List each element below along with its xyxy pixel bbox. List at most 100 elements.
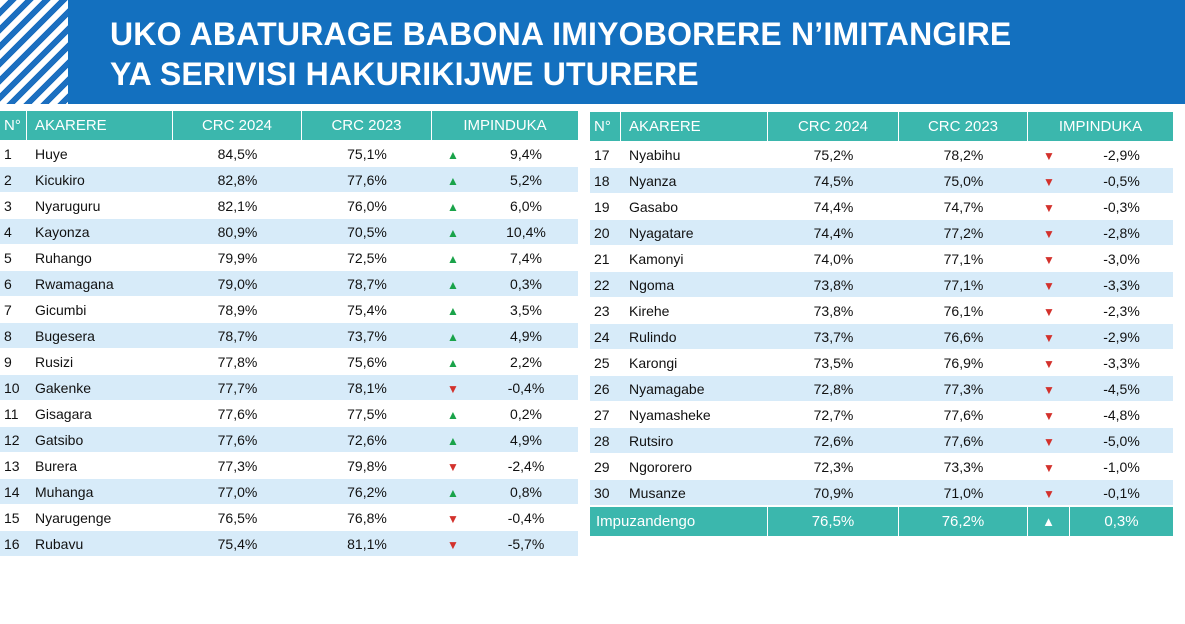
trend-cell: ▼	[432, 504, 474, 530]
col-header-change: IMPINDUKA	[432, 111, 578, 140]
chevron-down-icon: ▼	[1043, 226, 1055, 241]
crc2024-value: 72,8%	[768, 375, 899, 401]
trend-cell: ▼	[1028, 297, 1070, 323]
table-row: 17 Nyabihu 75,2% 78,2% ▼ -2,9%	[590, 141, 1173, 167]
crc2024-value: 75,4%	[173, 530, 302, 556]
table-row: 7 Gicumbi 78,9% 75,4% ▲ 3,5%	[0, 296, 578, 322]
crc2024-value: 74,4%	[768, 193, 899, 219]
row-number: 25	[590, 349, 621, 375]
chevron-down-icon: ▼	[447, 537, 459, 552]
crc2024-value: 78,7%	[173, 322, 302, 348]
row-number: 5	[0, 244, 27, 270]
row-number: 22	[590, 271, 621, 297]
average-crc2023: 76,2%	[899, 505, 1028, 536]
row-number: 19	[590, 193, 621, 219]
change-value: -2,4%	[474, 452, 578, 478]
row-number: 8	[0, 322, 27, 348]
district-name: Burera	[27, 452, 173, 478]
row-number: 7	[0, 296, 27, 322]
col-header-change: IMPINDUKA	[1028, 112, 1173, 141]
change-value: -0,4%	[474, 374, 578, 400]
trend-cell: ▼	[1028, 479, 1070, 505]
change-value: -0,5%	[1070, 167, 1173, 193]
crc2024-value: 77,8%	[173, 348, 302, 374]
crc2023-value: 76,9%	[899, 349, 1028, 375]
change-value: 0,3%	[474, 270, 578, 296]
districts-table-right: N° AKARERE CRC 2024 CRC 2023 IMPINDUKA 1…	[590, 112, 1173, 536]
triangle-up-icon: ▲	[447, 355, 459, 370]
trend-cell: ▲	[432, 400, 474, 426]
col-header-no: N°	[590, 112, 621, 141]
table-row: 8 Bugesera 78,7% 73,7% ▲ 4,9%	[0, 322, 578, 348]
trend-cell: ▼	[1028, 141, 1070, 167]
table-row: 28 Rutsiro 72,6% 77,6% ▼ -5,0%	[590, 427, 1173, 453]
average-crc2024: 76,5%	[768, 505, 899, 536]
row-number: 23	[590, 297, 621, 323]
crc2023-value: 77,5%	[302, 400, 432, 426]
district-name: Ngororero	[621, 453, 768, 479]
crc2024-value: 78,9%	[173, 296, 302, 322]
table-row: 24 Rulindo 73,7% 76,6% ▼ -2,9%	[590, 323, 1173, 349]
chevron-down-icon: ▼	[1043, 434, 1055, 449]
triangle-up-icon: ▲	[447, 147, 459, 162]
crc2023-value: 78,2%	[899, 141, 1028, 167]
crc2023-value: 76,8%	[302, 504, 432, 530]
crc2024-value: 82,1%	[173, 192, 302, 218]
trend-cell: ▼	[1028, 401, 1070, 427]
row-number: 4	[0, 218, 27, 244]
chevron-down-icon: ▼	[1043, 200, 1055, 215]
col-header-crc2023: CRC 2023	[899, 112, 1028, 141]
row-number: 2	[0, 166, 27, 192]
change-value: -2,8%	[1070, 219, 1173, 245]
triangle-up-icon: ▲	[1042, 514, 1055, 529]
crc2024-value: 72,3%	[768, 453, 899, 479]
district-name: Kamonyi	[621, 245, 768, 271]
trend-cell: ▲	[432, 140, 474, 166]
chevron-down-icon: ▼	[1043, 330, 1055, 345]
change-value: -2,9%	[1070, 323, 1173, 349]
table-row: 11 Gisagara 77,6% 77,5% ▲ 0,2%	[0, 400, 578, 426]
trend-cell: ▼	[1028, 193, 1070, 219]
district-name: Nyaruguru	[27, 192, 173, 218]
trend-cell: ▼	[1028, 167, 1070, 193]
change-value: 0,2%	[474, 400, 578, 426]
crc2024-value: 84,5%	[173, 140, 302, 166]
average-change: 0,3%	[1070, 505, 1173, 536]
change-value: 4,9%	[474, 426, 578, 452]
district-name: Gisagara	[27, 400, 173, 426]
title-banner: UKO ABATURAGE BABONA IMIYOBORERE N’IMITA…	[68, 0, 1185, 104]
title-line-2: YA SERIVISI HAKURIKIJWE UTURERE	[110, 56, 699, 92]
crc2023-value: 75,1%	[302, 140, 432, 166]
chevron-down-icon: ▼	[447, 381, 459, 396]
change-value: -2,3%	[1070, 297, 1173, 323]
triangle-up-icon: ▲	[447, 251, 459, 266]
crc2024-value: 77,6%	[173, 400, 302, 426]
triangle-up-icon: ▲	[447, 485, 459, 500]
change-value: -4,5%	[1070, 375, 1173, 401]
trend-cell: ▼	[1028, 219, 1070, 245]
district-name: Kayonza	[27, 218, 173, 244]
table-row: 21 Kamonyi 74,0% 77,1% ▼ -3,0%	[590, 245, 1173, 271]
row-number: 29	[590, 453, 621, 479]
row-number: 1	[0, 140, 27, 166]
col-header-crc2024: CRC 2024	[173, 111, 302, 140]
crc2024-value: 74,5%	[768, 167, 899, 193]
change-value: 2,2%	[474, 348, 578, 374]
trend-cell: ▼	[432, 530, 474, 556]
crc2024-value: 80,9%	[173, 218, 302, 244]
row-number: 11	[0, 400, 27, 426]
change-value: 5,2%	[474, 166, 578, 192]
district-name: Muhanga	[27, 478, 173, 504]
row-number: 17	[590, 141, 621, 167]
trend-cell: ▲	[432, 270, 474, 296]
trend-cell: ▼	[1028, 349, 1070, 375]
crc2024-value: 79,0%	[173, 270, 302, 296]
col-header-district: AKARERE	[27, 111, 173, 140]
district-name: Huye	[27, 140, 173, 166]
trend-cell: ▼	[432, 452, 474, 478]
row-number: 24	[590, 323, 621, 349]
table-row: 22 Ngoma 73,8% 77,1% ▼ -3,3%	[590, 271, 1173, 297]
row-number: 20	[590, 219, 621, 245]
triangle-up-icon: ▲	[447, 277, 459, 292]
district-name: Karongi	[621, 349, 768, 375]
